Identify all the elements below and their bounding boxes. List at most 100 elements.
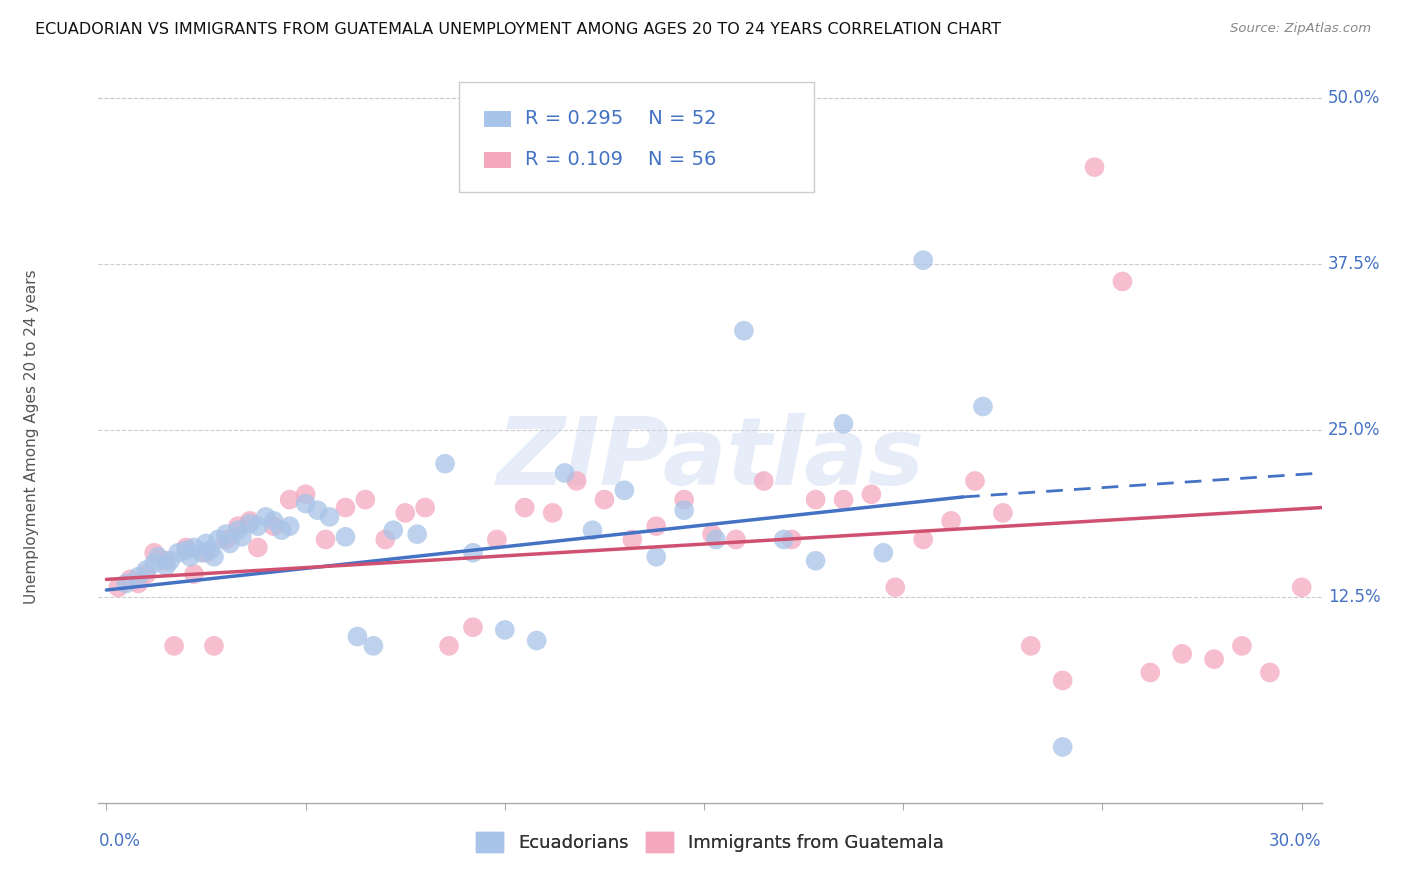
- Point: [1139, 665, 1161, 680]
- Point: [1171, 647, 1194, 661]
- Point: [239, 516, 262, 531]
- Point: [278, 492, 301, 507]
- Point: [335, 530, 357, 544]
- Point: [202, 549, 225, 564]
- Point: [120, 573, 142, 587]
- Point: [307, 503, 329, 517]
- Text: ZIPatlas: ZIPatlas: [496, 413, 924, 505]
- Point: [163, 639, 186, 653]
- Text: 0.0%: 0.0%: [98, 832, 141, 850]
- Text: R = 0.295    N = 52: R = 0.295 N = 52: [526, 109, 717, 128]
- Point: [315, 533, 337, 547]
- Legend: Ecuadorians, Immigrants from Guatemala: Ecuadorians, Immigrants from Guatemala: [470, 825, 950, 860]
- Point: [263, 514, 285, 528]
- Point: [1111, 275, 1133, 289]
- Point: [513, 500, 536, 515]
- Point: [1052, 739, 1074, 754]
- Point: [1019, 639, 1042, 653]
- Point: [226, 523, 249, 537]
- Point: [143, 546, 166, 560]
- Point: [354, 492, 377, 507]
- Point: [394, 506, 416, 520]
- Point: [174, 541, 197, 555]
- Point: [494, 623, 516, 637]
- Point: [434, 457, 457, 471]
- Point: [1083, 160, 1105, 174]
- Text: 25.0%: 25.0%: [1327, 421, 1381, 440]
- Point: [884, 580, 907, 594]
- Point: [645, 519, 668, 533]
- Point: [231, 530, 253, 544]
- Point: [804, 492, 827, 507]
- Point: [270, 523, 292, 537]
- Point: [554, 466, 576, 480]
- Point: [804, 554, 827, 568]
- Point: [254, 509, 277, 524]
- Point: [239, 514, 262, 528]
- Point: [1291, 580, 1313, 594]
- Point: [772, 533, 794, 547]
- Text: Source: ZipAtlas.com: Source: ZipAtlas.com: [1230, 22, 1371, 36]
- Point: [872, 546, 894, 560]
- Point: [155, 559, 177, 574]
- Point: [406, 527, 429, 541]
- Point: [963, 474, 986, 488]
- Text: 30.0%: 30.0%: [1270, 832, 1322, 850]
- Point: [195, 536, 218, 550]
- Point: [294, 497, 316, 511]
- Point: [226, 519, 249, 533]
- Point: [198, 543, 221, 558]
- Point: [127, 570, 149, 584]
- Point: [413, 500, 436, 515]
- Point: [972, 400, 994, 414]
- Point: [860, 487, 883, 501]
- Point: [593, 492, 616, 507]
- Point: [581, 523, 603, 537]
- Text: R = 0.109    N = 56: R = 0.109 N = 56: [526, 150, 717, 169]
- Point: [179, 549, 201, 564]
- Point: [991, 506, 1014, 520]
- Text: 37.5%: 37.5%: [1327, 255, 1381, 273]
- Point: [215, 527, 238, 541]
- Point: [700, 527, 723, 541]
- Point: [1202, 652, 1225, 666]
- Point: [461, 546, 484, 560]
- Text: ECUADORIAN VS IMMIGRANTS FROM GUATEMALA UNEMPLOYMENT AMONG AGES 20 TO 24 YEARS C: ECUADORIAN VS IMMIGRANTS FROM GUATEMALA …: [35, 22, 1001, 37]
- Text: 50.0%: 50.0%: [1327, 89, 1381, 107]
- Point: [246, 519, 269, 533]
- Point: [912, 253, 935, 268]
- Point: [202, 639, 225, 653]
- Point: [127, 576, 149, 591]
- Point: [526, 633, 548, 648]
- Point: [1230, 639, 1253, 653]
- Point: [363, 639, 385, 653]
- Point: [278, 519, 301, 533]
- Point: [219, 536, 242, 550]
- Point: [565, 474, 588, 488]
- Point: [912, 533, 935, 547]
- Point: [143, 557, 166, 571]
- Point: [832, 417, 855, 431]
- Point: [318, 509, 340, 524]
- Point: [174, 543, 197, 558]
- Point: [1052, 673, 1074, 688]
- Point: [135, 567, 157, 582]
- Point: [335, 500, 357, 515]
- Point: [374, 533, 396, 547]
- Text: Unemployment Among Ages 20 to 24 years: Unemployment Among Ages 20 to 24 years: [24, 269, 38, 605]
- Point: [461, 620, 484, 634]
- Point: [135, 563, 157, 577]
- Point: [1258, 665, 1281, 680]
- Point: [437, 639, 460, 653]
- Point: [752, 474, 775, 488]
- Point: [215, 533, 238, 547]
- Point: [207, 533, 229, 547]
- Point: [780, 533, 803, 547]
- Point: [191, 546, 214, 560]
- Point: [183, 541, 205, 555]
- Point: [621, 533, 644, 547]
- Point: [148, 549, 170, 564]
- Point: [704, 533, 727, 547]
- Point: [724, 533, 747, 547]
- Point: [115, 576, 138, 591]
